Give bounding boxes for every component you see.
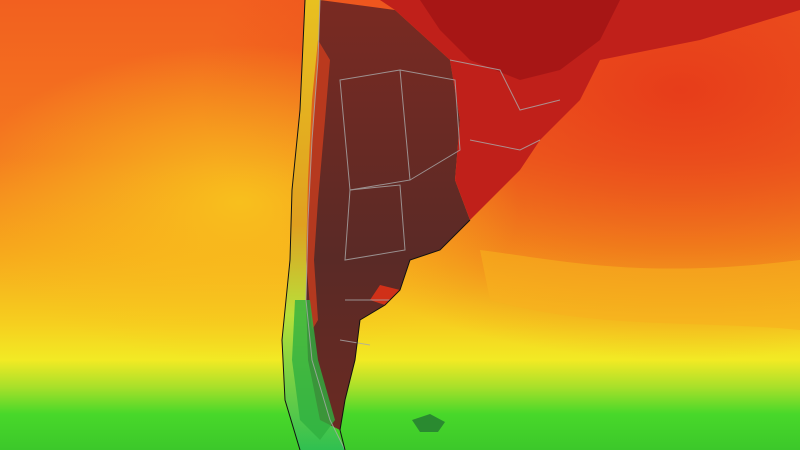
coastline-west [281, 0, 306, 450]
province-border [399, 69, 461, 181]
argentina-heat [306, 0, 470, 430]
coastline-east [339, 219, 471, 450]
borders [305, 0, 561, 450]
andes [306, 40, 330, 330]
province-border [344, 184, 406, 261]
patagonia-cool [292, 300, 335, 440]
province-border [339, 299, 390, 346]
falkland-islands [412, 414, 445, 432]
province-border [449, 59, 561, 111]
coastline [281, 0, 471, 450]
province-border [469, 139, 541, 151]
border-line [305, 0, 346, 450]
ocean-band [480, 250, 800, 330]
brazil-core [420, 0, 620, 80]
